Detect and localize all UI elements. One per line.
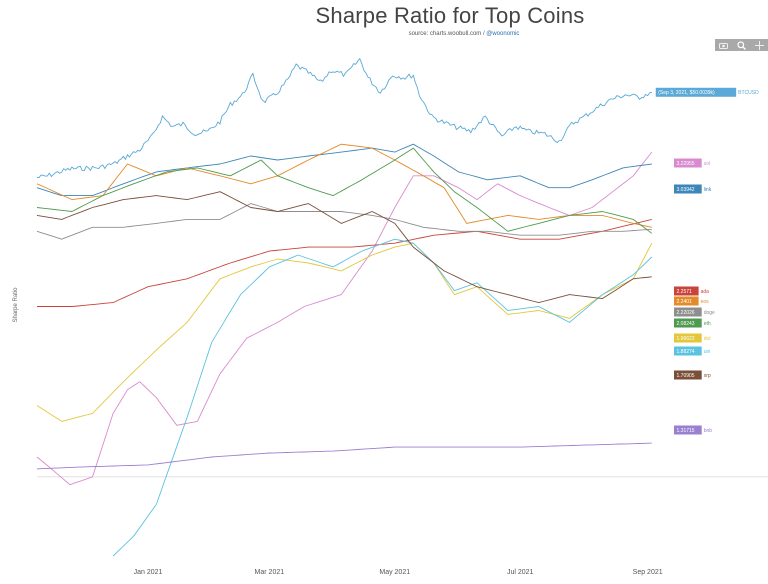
end-tag-uni xyxy=(674,346,702,356)
series-line-eth xyxy=(36,147,653,234)
zoom-icon[interactable] xyxy=(735,40,747,50)
end-tag-name-btcusd: BTCUSD xyxy=(738,90,759,96)
end-tag-value-link: 3.03942 xyxy=(677,187,695,193)
end-tag-name-eth: eth xyxy=(704,321,711,327)
source-prefix: source: charts.woobull.com / xyxy=(408,31,487,37)
end-tag-name-uni: uni xyxy=(704,349,711,355)
chart-title: Sharpe Ratio for Top Coins xyxy=(315,3,585,28)
end-tag-value-btcusd: (Sep 3, 2021, $50.0039k) xyxy=(658,90,715,96)
end-tag-value-ada: 2.2571 xyxy=(677,289,693,295)
end-tag-eos xyxy=(674,296,699,306)
series-line-btcusd xyxy=(37,57,652,178)
end-tag-doge xyxy=(674,307,702,317)
x-tick-label: Jul 2021 xyxy=(507,569,534,576)
x-tick-label: Sep 2021 xyxy=(633,569,663,576)
series-line-uni xyxy=(112,238,653,557)
end-tag-name-eos: eos xyxy=(701,299,710,305)
end-tag-ada xyxy=(674,286,699,296)
end-tag-xrp xyxy=(674,370,702,380)
series-line-bnb xyxy=(36,442,652,470)
end-tag-value-uni: 1.88274 xyxy=(677,349,695,355)
end-tag-bnb xyxy=(674,425,702,435)
series-line-eos xyxy=(36,143,652,228)
series-line-doge xyxy=(36,203,652,240)
end-tag-name-bnb: bnb xyxy=(704,428,713,434)
end-tag-value-eos: 2.2401 xyxy=(677,299,693,305)
end-tag-sol xyxy=(674,158,702,168)
camera-icon[interactable] xyxy=(718,40,730,50)
series-line-ada xyxy=(37,218,652,307)
end-tag-link xyxy=(674,184,702,194)
end-tag-value-eth: 2.08243 xyxy=(677,321,695,327)
end-tag-name-dot: dot xyxy=(704,336,712,342)
end-tag-value-xrp: 1.70905 xyxy=(677,373,695,379)
end-tag-name-ada: ada xyxy=(701,289,710,295)
x-tick-label: May 2021 xyxy=(379,569,410,576)
end-tag-eth xyxy=(674,318,702,328)
end-tag-name-sol: sol xyxy=(704,161,710,167)
end-tag-value-doge: 2.22026 xyxy=(677,310,695,316)
x-tick-label: Mar 2021 xyxy=(255,569,285,576)
end-tag-value-sol: 3.22955 xyxy=(677,161,695,167)
end-tag-value-dot: 1.96622 xyxy=(677,336,695,342)
crosshair-icon[interactable] xyxy=(753,40,765,50)
end-tag-dot xyxy=(674,333,702,343)
chart-source: source: charts.woobull.com / @woonomic xyxy=(0,31,768,37)
end-tag-value-bnb: 1.31715 xyxy=(677,428,695,434)
end-tag-name-xrp: xrp xyxy=(704,373,711,379)
series-line-sol xyxy=(36,151,653,486)
chart-toolbar xyxy=(715,39,768,51)
series-line-xrp xyxy=(36,191,652,304)
series-line-link xyxy=(36,143,652,197)
source-handle-link[interactable]: @woonomic xyxy=(486,31,520,37)
end-tag-name-link: link xyxy=(704,187,712,193)
end-tag-btcusd xyxy=(655,87,737,97)
end-tag-name-doge: doge xyxy=(704,310,715,316)
series-line-dot xyxy=(36,242,653,422)
x-tick-label: Jan 2021 xyxy=(134,569,163,576)
